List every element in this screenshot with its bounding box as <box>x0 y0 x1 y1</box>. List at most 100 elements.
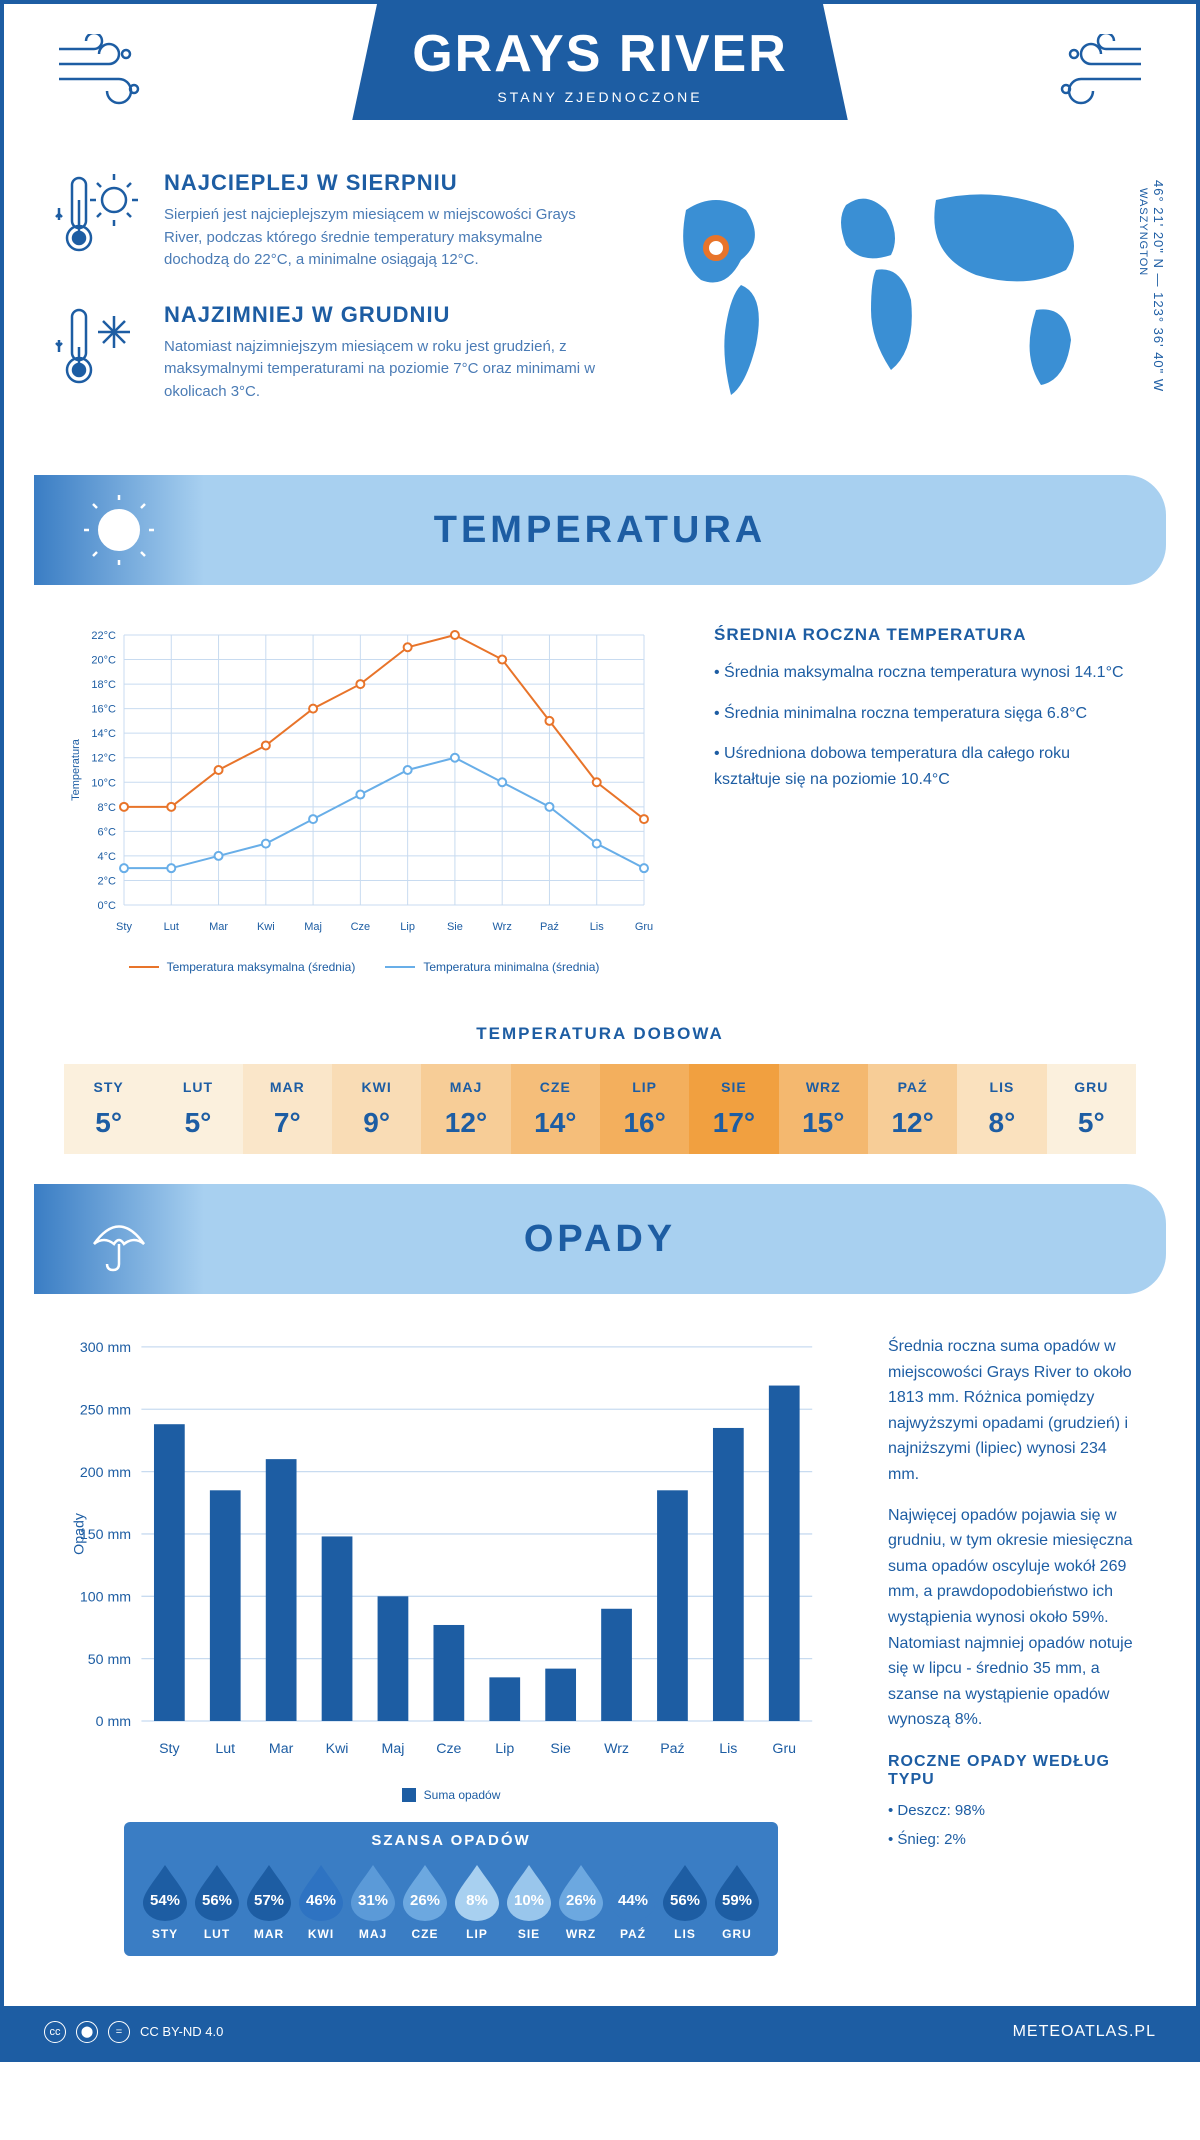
svg-text:56%: 56% <box>202 1892 232 1909</box>
temp-chart-legend: Temperatura maksymalna (średnia) Tempera… <box>64 960 664 974</box>
svg-text:Maj: Maj <box>304 921 322 933</box>
daily-temp-cell: MAJ12° <box>421 1064 510 1154</box>
svg-text:18°C: 18°C <box>91 679 116 691</box>
svg-text:Lis: Lis <box>590 921 605 933</box>
coordinates: 46° 21' 20" N — 123° 36' 40" W WASZYNGTO… <box>1136 180 1166 392</box>
svg-text:10%: 10% <box>514 1892 544 1909</box>
svg-text:Lut: Lut <box>215 1741 235 1757</box>
svg-text:8°C: 8°C <box>98 802 117 814</box>
footer-license: cc ⬤ = CC BY-ND 4.0 <box>44 2021 223 2043</box>
annual-temp-heading: ŚREDNIA ROCZNA TEMPERATURA <box>714 625 1136 645</box>
svg-text:Cze: Cze <box>351 921 371 933</box>
svg-text:Wrz: Wrz <box>493 921 512 933</box>
daily-temp-cell: LIP16° <box>600 1064 689 1154</box>
svg-text:Sty: Sty <box>159 1741 180 1757</box>
title-banner: GRAYS RIVER STANY ZJEDNOCZONE <box>352 4 848 120</box>
precip-types: ROCZNE OPADY WEDŁUG TYPU • Deszcz: 98% •… <box>888 1753 1136 1852</box>
rain-chance-band: SZANSA OPADÓW 54% STY 56% LUT 57% MAR 46… <box>124 1822 778 1956</box>
svg-text:59%: 59% <box>722 1892 752 1909</box>
by-icon: ⬤ <box>76 2021 98 2043</box>
temperature-side-text: ŚREDNIA ROCZNA TEMPERATURA • Średnia mak… <box>714 625 1136 974</box>
sun-icon <box>84 495 154 565</box>
svg-text:Paź: Paź <box>660 1741 684 1757</box>
coldest-heading: NAJZIMNIEJ W GRUDNIU <box>164 302 606 328</box>
svg-text:0°C: 0°C <box>98 900 117 912</box>
svg-text:8%: 8% <box>466 1892 488 1909</box>
umbrella-icon <box>84 1204 154 1274</box>
svg-text:Lut: Lut <box>164 921 179 933</box>
daily-temp-cell: KWI9° <box>332 1064 421 1154</box>
svg-text:Lip: Lip <box>400 921 415 933</box>
daily-temp-table: STY5°LUT5°MAR7°KWI9°MAJ12°CZE14°LIP16°SI… <box>64 1064 1136 1154</box>
svg-text:Sie: Sie <box>447 921 463 933</box>
daily-temp-cell: MAR7° <box>243 1064 332 1154</box>
footer-site: METEOATLAS.PL <box>1013 2023 1156 2041</box>
coldest-text: Natomiast najzimniejszym miesiącem w rok… <box>164 336 606 404</box>
daily-temp-cell: SIE17° <box>689 1064 778 1154</box>
world-map-icon <box>646 170 1146 430</box>
svg-text:200 mm: 200 mm <box>80 1465 131 1481</box>
header: GRAYS RIVER STANY ZJEDNOCZONE <box>4 4 1196 140</box>
svg-text:Temperatura: Temperatura <box>70 738 82 801</box>
svg-text:10°C: 10°C <box>91 777 116 789</box>
precipitation-side-text: Średnia roczna suma opadów w miejscowośc… <box>888 1334 1136 1986</box>
svg-text:Lis: Lis <box>719 1741 737 1757</box>
svg-text:Lip: Lip <box>495 1741 514 1757</box>
svg-text:20°C: 20°C <box>91 655 116 667</box>
svg-text:Opady: Opady <box>71 1512 87 1555</box>
rain-chance-drops: 54% STY 56% LUT 57% MAR 46% KWI 31% MAJ <box>139 1861 763 1941</box>
rain-drop-cell: 56% LUT <box>191 1861 243 1941</box>
svg-text:Sie: Sie <box>550 1741 571 1757</box>
daily-temp-cell: STY5° <box>64 1064 153 1154</box>
temperature-section-header: TEMPERATURA <box>34 475 1166 585</box>
daily-temp-cell: GRU5° <box>1047 1064 1136 1154</box>
svg-text:4°C: 4°C <box>98 851 117 863</box>
footer: cc ⬤ = CC BY-ND 4.0 METEOATLAS.PL <box>4 2006 1196 2058</box>
rain-drop-cell: 26% WRZ <box>555 1861 607 1941</box>
precipitation-section-header: OPADY <box>34 1184 1166 1294</box>
precip-chart-legend: Suma opadów <box>64 1788 838 1802</box>
rain-drop-cell: 8% LIP <box>451 1861 503 1941</box>
thermometer-sun-icon <box>54 170 144 260</box>
svg-text:44%: 44% <box>618 1892 648 1909</box>
page-subtitle: STANY ZJEDNOCZONE <box>412 89 788 105</box>
svg-text:Sty: Sty <box>116 921 132 933</box>
precipitation-bar-chart: 0 mm50 mm100 mm150 mm200 mm250 mm300 mmS… <box>64 1334 838 1773</box>
wind-icon-left <box>54 34 154 114</box>
svg-text:Kwi: Kwi <box>257 921 275 933</box>
rain-drop-cell: 26% CZE <box>399 1861 451 1941</box>
intro-facts: NAJCIEPLEJ W SIERPNIU Sierpień jest najc… <box>54 170 606 435</box>
precipitation-title: OPADY <box>184 1218 1016 1261</box>
svg-text:Maj: Maj <box>382 1741 405 1757</box>
svg-text:0 mm: 0 mm <box>96 1714 131 1730</box>
svg-text:Paź: Paź <box>540 921 559 933</box>
warmest-text: Sierpień jest najcieplejszym miesiącem w… <box>164 204 606 272</box>
wind-icon-right <box>1046 34 1146 114</box>
rain-drop-cell: 57% MAR <box>243 1861 295 1941</box>
svg-text:Cze: Cze <box>436 1741 461 1757</box>
daily-temp-cell: LIS8° <box>957 1064 1046 1154</box>
svg-text:14°C: 14°C <box>91 728 116 740</box>
svg-text:250 mm: 250 mm <box>80 1402 131 1418</box>
svg-text:150 mm: 150 mm <box>80 1527 131 1543</box>
rain-drop-cell: 31% MAJ <box>347 1861 399 1941</box>
rain-drop-cell: 54% STY <box>139 1861 191 1941</box>
daily-temp-title: TEMPERATURA DOBOWA <box>4 1024 1196 1044</box>
temperature-chart-area: 0°C2°C4°C6°C8°C10°C12°C14°C16°C18°C20°C2… <box>64 625 664 974</box>
coldest-fact: NAJZIMNIEJ W GRUDNIU Natomiast najzimnie… <box>54 302 606 404</box>
intro-section: NAJCIEPLEJ W SIERPNIU Sierpień jest najc… <box>4 140 1196 455</box>
svg-text:54%: 54% <box>150 1892 180 1909</box>
svg-text:Gru: Gru <box>635 921 653 933</box>
svg-text:31%: 31% <box>358 1892 388 1909</box>
page-title: GRAYS RIVER <box>412 24 788 84</box>
warmest-heading: NAJCIEPLEJ W SIERPNIU <box>164 170 606 196</box>
precipitation-chart-area: 0 mm50 mm100 mm150 mm200 mm250 mm300 mmS… <box>64 1334 838 1986</box>
svg-text:2°C: 2°C <box>98 875 117 887</box>
daily-temp-cell: LUT5° <box>153 1064 242 1154</box>
nd-icon: = <box>108 2021 130 2043</box>
rain-chance-title: SZANSA OPADÓW <box>139 1832 763 1849</box>
svg-text:300 mm: 300 mm <box>80 1340 131 1356</box>
svg-text:57%: 57% <box>254 1892 284 1909</box>
daily-temp-cell: PAŹ12° <box>868 1064 957 1154</box>
temperature-content: 0°C2°C4°C6°C8°C10°C12°C14°C16°C18°C20°C2… <box>4 605 1196 994</box>
